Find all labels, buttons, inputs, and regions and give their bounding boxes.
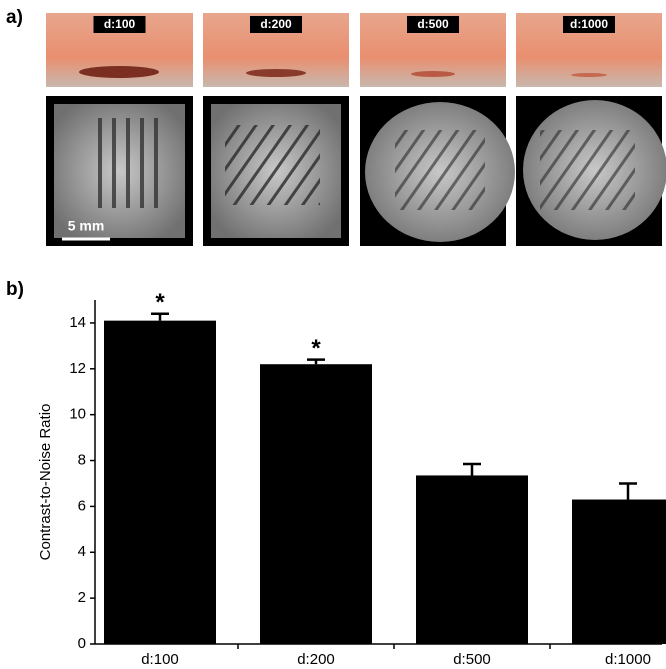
error-bar bbox=[619, 482, 637, 500]
y-tick-label: 8 bbox=[78, 452, 86, 469]
y-axis-label: Contrast-to-Noise Ratio bbox=[37, 404, 54, 561]
image-label-box bbox=[93, 16, 146, 33]
image-label: d:200 bbox=[260, 17, 292, 31]
error-bar bbox=[151, 312, 169, 321]
bar bbox=[416, 475, 528, 644]
image-label: d:100 bbox=[104, 17, 136, 31]
scale-bar-label: 5 mm bbox=[68, 218, 105, 234]
x-tick-label: d:200 bbox=[297, 651, 335, 668]
panel-label: b) bbox=[6, 279, 24, 300]
image-label: d:1000 bbox=[570, 17, 608, 31]
image-label-box bbox=[407, 16, 459, 33]
mri-stripes bbox=[540, 130, 635, 210]
y-tick-label: 14 bbox=[69, 314, 86, 331]
y-tick-label: 10 bbox=[69, 406, 86, 423]
pellet bbox=[79, 66, 159, 78]
significance-mark: * bbox=[311, 335, 321, 362]
y-tick-label: 2 bbox=[78, 589, 86, 606]
x-tick-label: d:500 bbox=[453, 651, 491, 668]
error-bar bbox=[463, 462, 481, 476]
image-label: d:500 bbox=[417, 17, 449, 31]
significance-mark: * bbox=[155, 289, 165, 316]
panel-label: a) bbox=[6, 7, 23, 28]
y-tick-label: 12 bbox=[69, 360, 86, 377]
y-tick-label: 4 bbox=[78, 543, 86, 560]
pellet bbox=[571, 73, 607, 77]
y-tick-label: 0 bbox=[78, 635, 86, 652]
mri-stripes bbox=[395, 130, 485, 210]
mri-stripes bbox=[92, 118, 162, 208]
mri-stripes bbox=[225, 125, 320, 205]
pellet bbox=[411, 71, 455, 77]
bar bbox=[260, 364, 372, 644]
x-tick-label: d:100 bbox=[141, 651, 179, 668]
photo-panels: 5 mm bbox=[46, 13, 666, 246]
error-bar bbox=[307, 358, 325, 365]
y-tick-label: 6 bbox=[78, 497, 86, 514]
image-label-box bbox=[563, 16, 615, 33]
bar bbox=[104, 320, 216, 644]
pellet bbox=[246, 69, 306, 77]
image-label-box bbox=[250, 16, 302, 33]
bar bbox=[572, 499, 666, 644]
x-tick-label: d:1000 bbox=[605, 651, 651, 668]
